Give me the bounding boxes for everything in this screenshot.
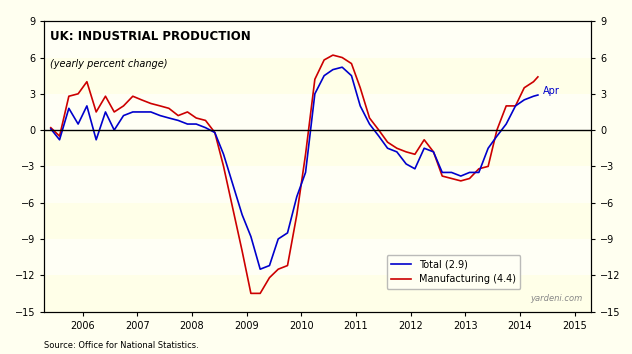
- Text: (yearly percent change): (yearly percent change): [50, 59, 167, 69]
- Legend: Total (2.9), Manufacturing (4.4): Total (2.9), Manufacturing (4.4): [387, 255, 521, 289]
- Bar: [44, 130, 591, 166]
- Text: UK: INDUSTRIAL PRODUCTION: UK: INDUSTRIAL PRODUCTION: [50, 30, 250, 43]
- Text: yardeni.com: yardeni.com: [530, 294, 583, 303]
- Text: Apr: Apr: [543, 86, 560, 96]
- Bar: [44, 275, 591, 312]
- Bar: [44, 58, 591, 94]
- Bar: [44, 202, 591, 239]
- Text: Source: Office for National Statistics.: Source: Office for National Statistics.: [44, 342, 199, 350]
